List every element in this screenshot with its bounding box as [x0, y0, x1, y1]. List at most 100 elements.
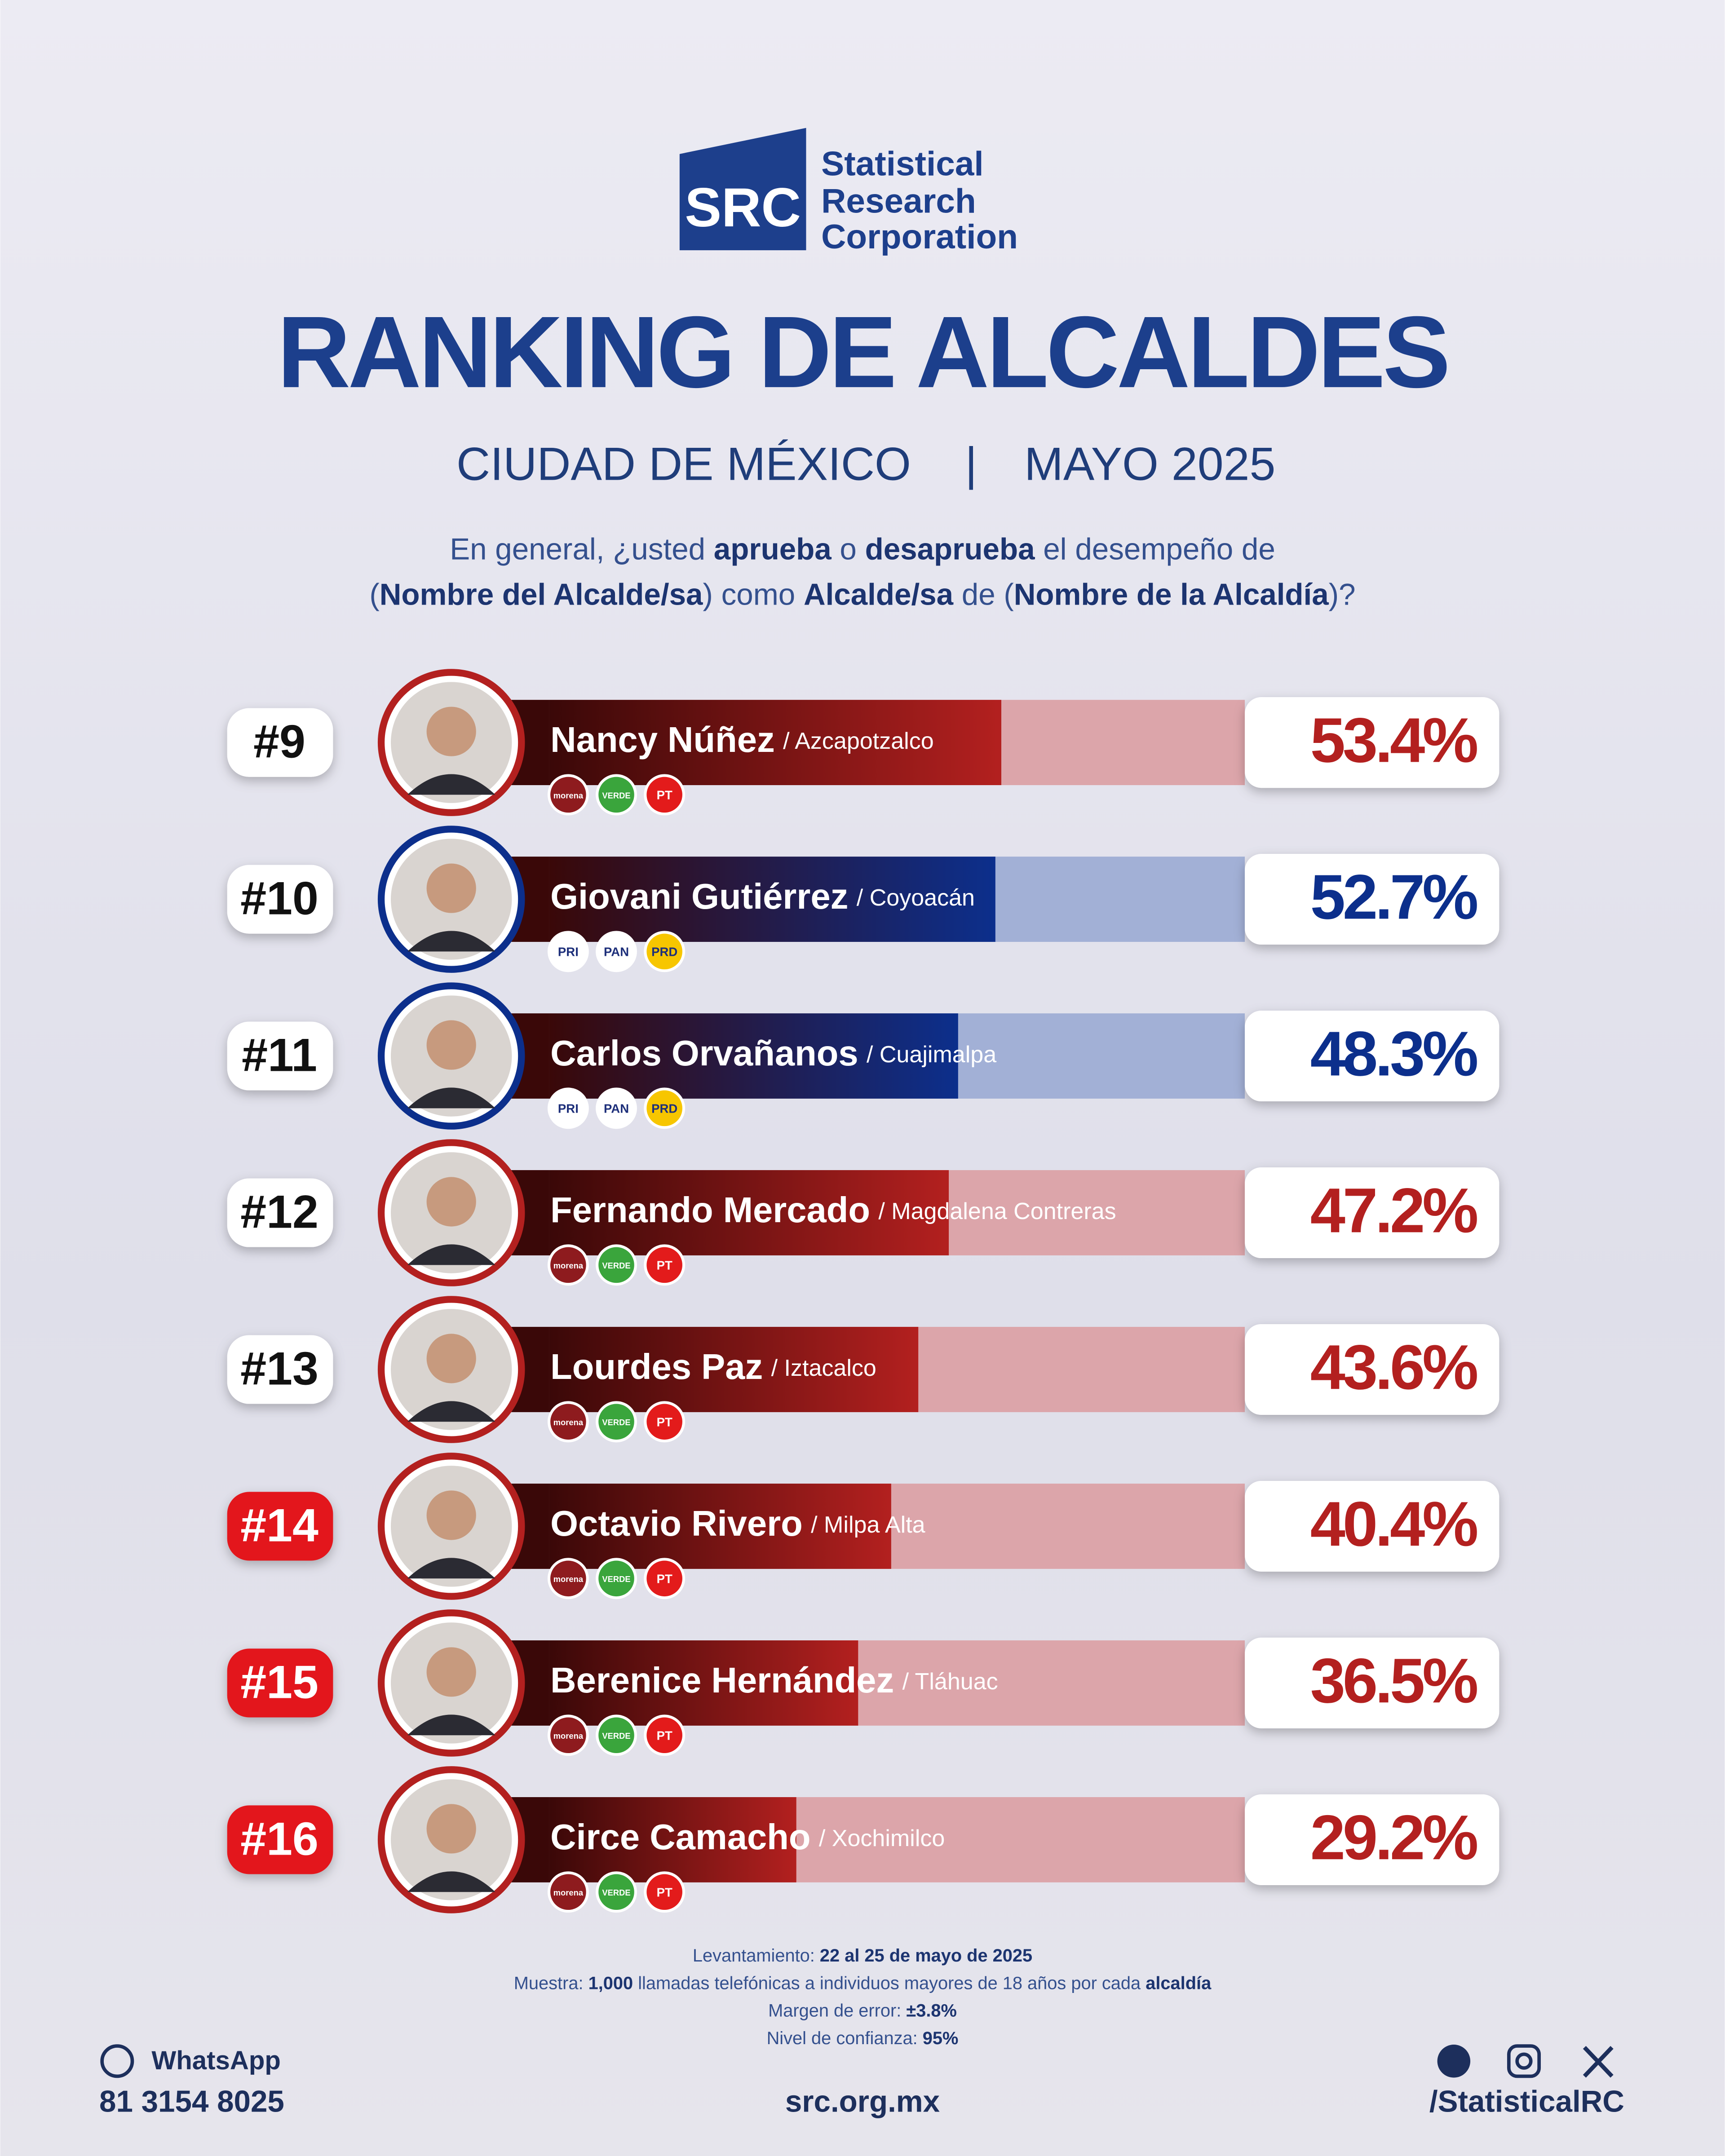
- value-box: [1245, 1637, 1499, 1728]
- party-logo: [596, 1871, 637, 1913]
- party-logo: [596, 1087, 637, 1129]
- party-logo: [596, 931, 637, 972]
- party-label: PRI: [558, 945, 579, 959]
- handle[interactable]: /StatisticalRC: [1429, 2085, 1624, 2118]
- candidate-name: Lourdes Paz: [550, 1347, 763, 1387]
- party-logo: [644, 1714, 686, 1756]
- party-label: morena: [553, 1888, 584, 1897]
- text-segment: Levantamiento:: [693, 1946, 820, 1966]
- party-label: morena: [553, 1261, 584, 1270]
- party-logo: [644, 1401, 686, 1443]
- bar: [549, 1327, 919, 1412]
- value-label: 53.4%: [1310, 705, 1477, 775]
- subtitle: MAYO 2025: [1024, 438, 1275, 490]
- text-segment: o: [832, 532, 865, 566]
- party-label: PRD: [651, 1102, 677, 1116]
- party-label: PT: [657, 1886, 672, 1900]
- party-logo: [596, 774, 637, 816]
- value-label: 40.4%: [1310, 1489, 1477, 1559]
- subtitle: CIUDAD DE MÉXICO: [456, 438, 911, 490]
- x-icon[interactable]: [1583, 2046, 1614, 2078]
- alcaldia: / Iztacalco: [771, 1355, 876, 1381]
- party-label: PT: [657, 788, 672, 802]
- rank-label: #10: [240, 873, 318, 925]
- value-label: 36.5%: [1310, 1645, 1477, 1716]
- party-logo: [547, 1871, 589, 1913]
- emphasis: desaprueba: [865, 532, 1035, 566]
- value-box: [1245, 697, 1499, 788]
- value-label: 43.6%: [1310, 1332, 1477, 1402]
- text-segment: )?: [1329, 578, 1356, 611]
- note-line: Margen de error: ±3.8%: [768, 2001, 957, 2020]
- alcaldia: / Tláhuac: [902, 1669, 998, 1695]
- bar: [549, 1013, 958, 1099]
- text-segment: Margen de error:: [768, 2001, 906, 2020]
- text-segment: llamadas telefónicas a individuos mayore…: [633, 1973, 1146, 1993]
- party-label: morena: [553, 1731, 584, 1741]
- instagram-lens: [1515, 2052, 1533, 2070]
- emphasis: Nombre del Alcalde/sa: [380, 578, 703, 611]
- candidate: Lourdes Paz / Iztacalco: [550, 1347, 876, 1387]
- value-label: 47.2%: [1310, 1175, 1477, 1246]
- party-logo: [596, 1244, 637, 1286]
- value-box: [1245, 1167, 1499, 1259]
- rank-label: #14: [240, 1500, 318, 1552]
- party-label: VERDE: [602, 791, 630, 800]
- text-segment: ) como: [703, 578, 803, 611]
- candidate-name: Octavio Rivero: [550, 1503, 803, 1543]
- emphasis: Nombre de la Alcaldía: [1014, 578, 1329, 611]
- bar: [549, 1484, 891, 1569]
- photo-head: [426, 1334, 476, 1383]
- phone: 81 3154 8025: [99, 2085, 284, 2118]
- emphasis: 1,000: [588, 1973, 633, 1993]
- facebook-icon[interactable]: [1437, 2045, 1471, 2078]
- whatsapp-icon: [100, 2044, 134, 2078]
- photo-head: [426, 707, 476, 756]
- party-logo: [547, 1714, 589, 1756]
- logo-text: SRC: [685, 177, 801, 238]
- value-box: [1245, 1794, 1499, 1885]
- candidate: Carlos Orvañanos / Cuajimalpa: [550, 1033, 996, 1073]
- footer: WhatsApp 81 3154 8025 src.org.mx /Statis…: [99, 2044, 1624, 2118]
- candidate-name: Fernando Mercado: [550, 1190, 870, 1230]
- photo-body: [407, 1244, 495, 1265]
- bar: [549, 857, 995, 942]
- photo-body: [407, 1401, 495, 1422]
- ranking-row: 52.7% #10 Giovani Gutiérrez / Coyoacán PRI PA…: [227, 826, 1499, 973]
- candidate: Berenice Hernández / Tláhuac: [550, 1660, 998, 1700]
- website[interactable]: src.org.mx: [785, 2085, 940, 2118]
- text-segment: Muestra:: [514, 1973, 588, 1993]
- instagram-icon[interactable]: [1507, 2044, 1541, 2078]
- photo-head: [426, 1177, 476, 1227]
- party-logo: [644, 1087, 686, 1129]
- party-label: VERDE: [602, 1888, 630, 1897]
- emphasis: 95%: [923, 2028, 959, 2048]
- rank-badge: [227, 1335, 333, 1404]
- whatsapp-label: WhatsApp: [151, 2046, 281, 2075]
- party-logo: [644, 1558, 686, 1599]
- value-label: 48.3%: [1310, 1018, 1477, 1089]
- text-segment: de (: [953, 578, 1014, 611]
- party-label: PAN: [604, 945, 629, 959]
- text-segment: Nivel de confianza:: [767, 2028, 923, 2048]
- rank-badge: [227, 708, 333, 777]
- question-line: En general, ¿usted aprueba o desaprueba …: [450, 532, 1275, 566]
- rank-label: #15: [240, 1657, 318, 1709]
- party-logo: [547, 1401, 589, 1443]
- text-segment: En general, ¿usted: [450, 532, 714, 566]
- bar: [549, 1170, 949, 1255]
- subtitle-separator: |: [965, 438, 977, 490]
- text-segment: el desempeño de: [1035, 532, 1275, 566]
- party-logo: [547, 774, 589, 816]
- ranking-row: 43.6% #13 Lourdes Paz / Iztacalco morena VERD…: [227, 1296, 1499, 1443]
- party-label: VERDE: [602, 1261, 630, 1270]
- value-label: 52.7%: [1310, 862, 1477, 932]
- photo-body: [407, 774, 495, 795]
- party-label: PAN: [604, 1102, 629, 1116]
- party-label: PT: [657, 1572, 672, 1586]
- logo: SRC Statistical Research Corporation: [679, 128, 1018, 256]
- photo-head: [426, 1804, 476, 1854]
- party-logo: [547, 1087, 589, 1129]
- photo-body: [407, 1871, 495, 1892]
- text-segment: (: [369, 578, 380, 611]
